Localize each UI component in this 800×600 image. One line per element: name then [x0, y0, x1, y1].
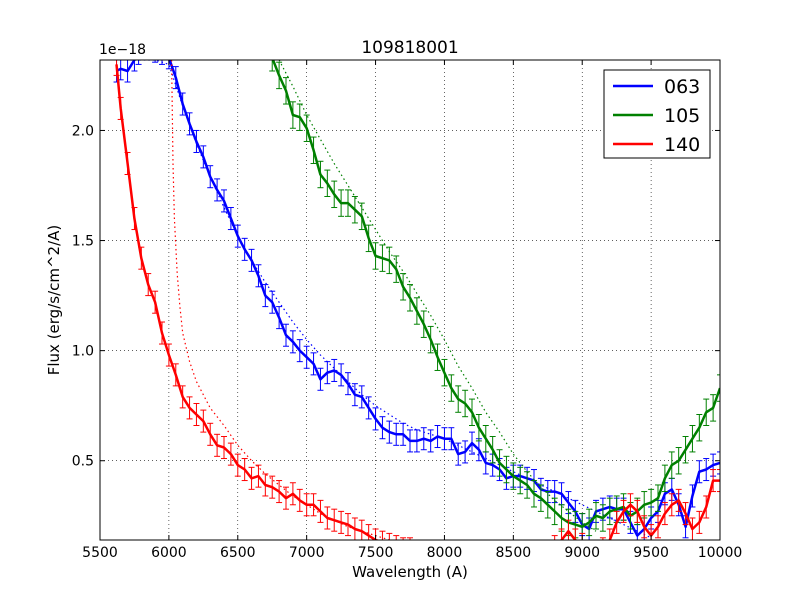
x-tick-label: 7500 — [358, 545, 394, 561]
legend-label-063: 063 — [664, 76, 700, 98]
axis-ticks: 5500 6000 6500 7000 7500 8000 8500 9000 9500 1000… — [72, 60, 743, 561]
plot-frame — [99, 59, 721, 541]
x-tick-label: 6500 — [220, 545, 256, 561]
legend-label-105: 105 — [664, 105, 700, 127]
y-tick-label: 2.0 — [72, 123, 94, 139]
y-tick-label: 0.5 — [72, 454, 94, 470]
x-tick-label: 5500 — [82, 545, 118, 561]
x-tick-label: 7000 — [289, 545, 325, 561]
series-105-line — [271, 60, 720, 529]
x-axis-label: Wavelength (A) — [352, 563, 468, 581]
y-tick-label: 1.0 — [72, 344, 94, 360]
legend: 063 105 140 — [603, 69, 711, 159]
y-tick-label: 1.5 — [72, 234, 94, 250]
series-layer — [113, 60, 720, 540]
series-140-line — [115, 64, 720, 540]
x-tick-label: 6000 — [151, 545, 187, 561]
legend-label-140: 140 — [664, 134, 700, 156]
x-tick-label: 9000 — [564, 545, 600, 561]
x-tick-label: 8000 — [427, 545, 463, 561]
grid — [100, 60, 720, 540]
x-tick-label: 8500 — [496, 545, 532, 561]
y-offset-label: 1e−18 — [99, 42, 146, 58]
series-140 — [113, 60, 720, 540]
x-tick-label: 9500 — [633, 545, 669, 561]
x-tick-label: 10000 — [698, 545, 743, 561]
chart-title: 109818001 — [361, 38, 458, 58]
y-axis-label: Flux (erg/s/cm^2/A) — [45, 225, 63, 376]
series-105-model-curve — [278, 60, 597, 532]
series-105 — [269, 60, 720, 540]
